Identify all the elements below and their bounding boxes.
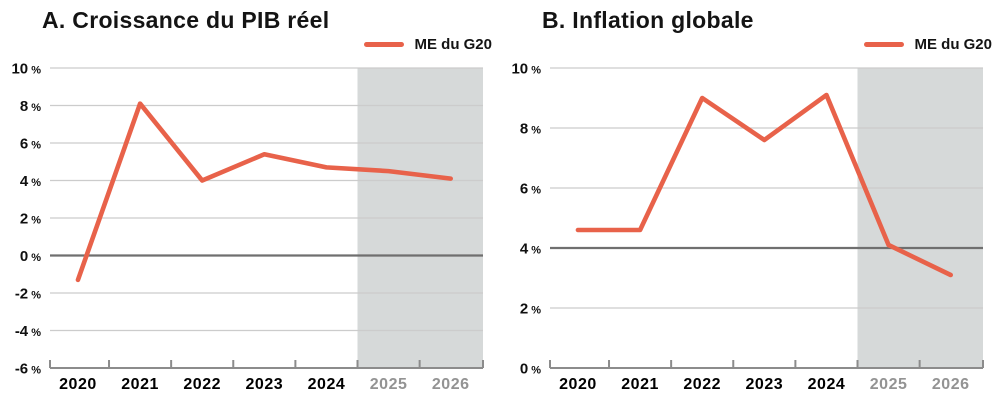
legend-line-icon	[864, 42, 905, 47]
y-tick-label: 8 %	[520, 121, 541, 138]
inflation-chart: 0 % 2 % 4 % 6 % 8 % 10 % 2020 2021 2022 2023 2024 2…	[511, 61, 984, 393]
legend-label: ME du G20	[414, 36, 492, 53]
x-tick-label: 2021	[621, 376, 659, 393]
y-tick-label: 4 %	[20, 173, 41, 190]
x-tick-label: 2021	[121, 376, 159, 393]
y-tick-label: 2 %	[20, 211, 41, 228]
panel-gdp-header: A. Croissance du PIB réel	[0, 4, 500, 36]
x-tick-label: 2026	[932, 376, 970, 393]
x-tick-label: 2020	[59, 376, 97, 393]
panel-inflation-title: B. Inflation globale	[542, 6, 754, 33]
x-tick-label: 2025	[370, 376, 408, 393]
x-tick-label: 2024	[808, 376, 846, 393]
y-tick-label: 0 %	[520, 361, 541, 378]
y-tick-label: -4 %	[15, 323, 41, 340]
series-line	[575, 92, 953, 278]
gdp-growth-chart: -6 % -4 % -2 % 0 % 2 % 4 % 6 % 8 % 10 % 2020 2021 2…	[11, 61, 484, 393]
series-line	[75, 101, 453, 283]
y-tick-label: 0 %	[20, 248, 41, 265]
y-tick-label: 4 %	[520, 241, 541, 258]
x-tick-label: 2022	[183, 376, 221, 393]
panel-gdp-title: A. Croissance du PIB réel	[42, 6, 330, 33]
x-tick-label: 2023	[246, 376, 284, 393]
y-tick-label: -2 %	[15, 286, 41, 303]
panel-gdp-growth: A. Croissance du PIB réel ME du G20 -6 %…	[0, 4, 500, 394]
y-tick-label: 6 %	[520, 181, 541, 198]
x-tick-label: 2024	[308, 376, 346, 393]
y-tick-label: 10 %	[11, 61, 41, 78]
panel-inflation: B. Inflation globale ME du G20 0 % 2 % 4 %…	[500, 0, 1000, 400]
y-tick-label: -6 %	[15, 361, 41, 378]
panel-inflation-legend: ME du G20	[500, 36, 1000, 53]
x-tick-label: 2020	[559, 376, 597, 393]
y-tick-label: 10 %	[511, 61, 541, 78]
x-tick-label: 2025	[870, 376, 908, 393]
x-tick-label: 2022	[683, 376, 721, 393]
legend-line-icon	[364, 42, 405, 47]
panel-inflation-header: B. Inflation globale	[500, 4, 1000, 36]
y-tick-label: 6 %	[20, 136, 41, 153]
y-tick-label: 2 %	[520, 301, 541, 318]
panel-gdp-legend: ME du G20	[0, 36, 500, 53]
legend-label: ME du G20	[914, 36, 992, 53]
x-tick-label: 2026	[432, 376, 470, 393]
y-tick-label: 8 %	[20, 98, 41, 115]
x-tick-label: 2023	[746, 376, 784, 393]
